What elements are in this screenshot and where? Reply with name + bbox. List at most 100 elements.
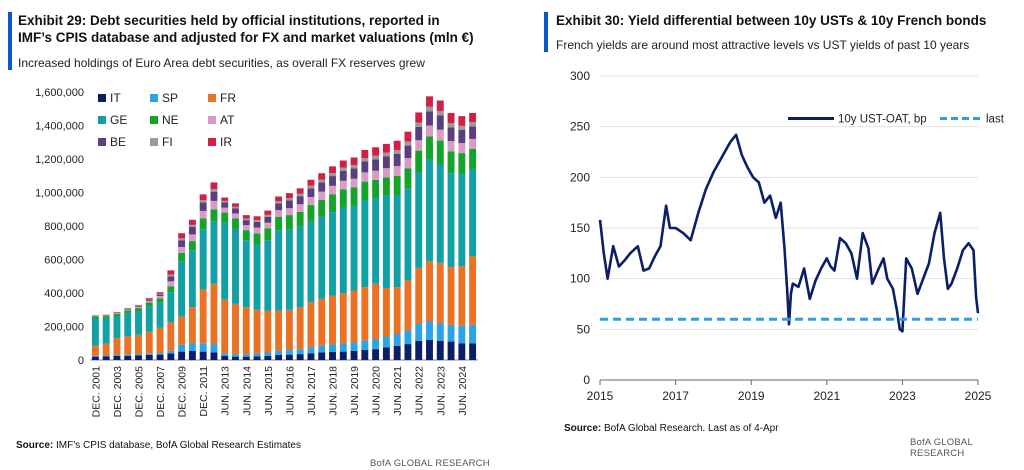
bar-segment-ne [91,316,99,319]
bar-segment-fr [221,299,229,354]
bar-segment-be [210,191,218,201]
bar-segment-ne [124,310,132,314]
x-tick-label: DEC. 2009 [177,366,189,418]
bar-segment-it [135,355,142,360]
legend-label-fi: FI [162,135,173,149]
bar-segment-ir [188,219,196,225]
bar-segment-ir [232,203,239,207]
bar-segment-at [318,191,326,201]
bar-segment-at [232,213,239,219]
x-tick-label: JUN. 2018 [328,366,340,416]
bar-segment-fr [135,334,142,355]
bar-segment-ir [221,197,229,201]
bar-segment-ne [167,286,175,293]
bar-segment-ge [102,318,110,344]
bar-segment-fr [469,256,477,325]
bar-segment-ne [426,136,433,159]
exhibit-29-source: Source: IMF’s CPIS database, BofA Global… [16,440,301,451]
legend-label-sp: SP [162,91,178,105]
bar-segment-sp [145,353,153,355]
bar-segment-sp [221,353,229,356]
title-accent-bar [544,12,548,52]
line-chart: 0 50 100 150 200 250 300 2015 2017 2019 2021 2023 20… [570,69,1005,403]
bar-segment-fr [102,343,110,356]
bar-segment-sp [210,344,218,353]
bar-segment-sp [285,349,293,355]
bar-segment-ne [113,313,121,317]
bar-segment-fi [296,193,304,197]
bar-segment-ne [318,200,326,217]
bar-segment-fi [458,125,466,131]
bar-segment-sp [436,323,444,341]
bar-segment-be [178,240,186,247]
bar-segment-ne [199,218,207,230]
bar-segment-be [242,220,250,226]
y-tick-label: 200,000 [44,322,84,334]
bar-segment-ne [242,230,250,241]
bar-segment-ir [404,131,412,142]
y-tick-label: 0 [78,355,84,367]
x-tick-label: JUN. 2014 [241,366,253,416]
legend-swatch-at [208,116,216,124]
exhibit-29-subtitle: Increased holdings of Euro Area debt sec… [18,56,425,70]
bar-segment-fi [469,122,477,127]
x-tick-label: 2021 [813,389,840,403]
bar-segment-at [145,300,153,303]
bar-segment-ge [436,164,444,263]
bar-segment-sp [113,354,121,356]
brand-label: BofA GLOBAL RESEARCH [370,458,490,469]
bar-segment-be [350,168,358,179]
bar-segment-fi [264,214,272,217]
bar-segment-sp [91,355,99,357]
bar-segment-it [458,343,466,360]
bar-segment-ir [253,216,261,220]
bar-segment-fr [178,316,186,345]
exhibit-30-subtitle: French yields are around most attractive… [556,38,970,52]
bar-segment-ge [329,212,336,296]
y-tick-label: 600,000 [44,255,84,267]
bar-segment-fr [350,290,358,343]
bar-segment-ne [469,148,477,170]
exhibit-30-title: Exhibit 30: Yield differential between 1… [556,13,987,28]
bar-segment-at [253,227,261,234]
bar-segment-be [253,221,261,228]
bar-segment-fr [253,309,261,354]
bar-segment-fi [145,298,153,300]
y-tick-label: 250 [570,120,590,134]
bar-segment-it [393,345,401,360]
bar-segment-sp [253,353,261,357]
bar-segment-sp [275,350,283,355]
bar-segment-sp [135,354,142,356]
bar-segment-fr [199,289,207,344]
bar-segment-ne [253,233,261,245]
y-tick-label: 100 [570,272,590,286]
bar-segment-ir [318,173,326,180]
legend-label-last: last [986,114,1005,126]
bar-segment-be [372,159,380,171]
bar-segment-at [210,200,218,210]
bar-segment-be [145,299,153,301]
y-tick-label: 1,000,000 [35,188,84,200]
x-tick-label: JUN. 2024 [457,366,469,416]
bar-segment-fr [156,327,164,353]
bar-segment-sp [232,354,239,357]
bar-segment-ne [156,298,164,303]
y-tick-label: 400,000 [44,288,84,300]
bar-segment-it [382,347,390,360]
legend-swatch-fi [150,138,158,146]
y-tick-label: 1,600,000 [35,87,84,99]
bar-segment-at [178,246,186,253]
bar-segment-at [102,315,110,317]
bar-segment-fi [350,165,358,169]
bar-segment-fi [339,167,347,171]
bar-segment-it [469,343,477,360]
bar-segment-it [221,355,229,360]
legend-swatch-sp [150,94,158,102]
bar-segment-ir [426,96,433,107]
bar-segment-at [415,140,423,151]
bar-segment-ir [469,112,477,123]
bar-segment-at [285,208,293,216]
bar-segment-at [91,315,99,317]
bar-segment-fr [188,307,196,344]
bar-segment-at [329,185,336,195]
